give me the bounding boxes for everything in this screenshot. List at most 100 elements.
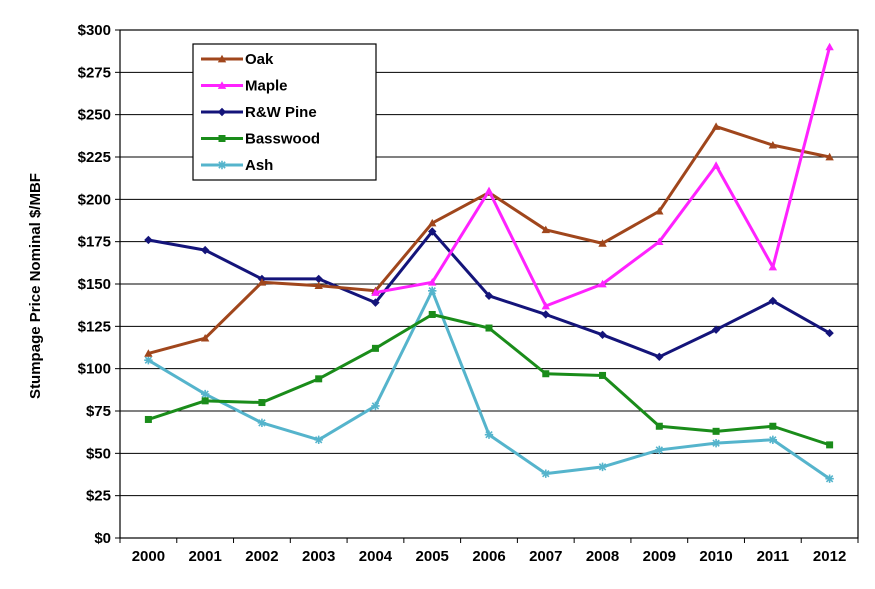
legend-swatch-marker (217, 160, 227, 170)
data-point-ash (711, 438, 721, 448)
data-point-basswood (485, 324, 493, 332)
data-point-oak (711, 122, 721, 130)
series-ash (144, 286, 834, 483)
data-point-r-w-pine (825, 328, 834, 338)
data-point-ash (768, 435, 778, 444)
data-point-oak (655, 206, 664, 215)
legend-entry-maple: Maple (201, 78, 288, 95)
legend-swatch-marker (218, 135, 226, 142)
x-tick-label: 2011 (757, 548, 790, 565)
data-point-oak (144, 349, 153, 357)
y-tick-label: $175 (78, 234, 111, 251)
data-point-maple (428, 278, 437, 286)
data-point-maple (541, 301, 550, 310)
y-tick-label: $100 (78, 361, 111, 378)
x-tick-label: 2001 (188, 548, 221, 565)
legend-swatch-marker (217, 107, 227, 117)
data-point-r-w-pine (541, 310, 550, 319)
data-point-r-w-pine (144, 235, 153, 245)
legend-label: Maple (245, 78, 288, 95)
data-point-basswood (428, 310, 436, 318)
data-point-r-w-pine (200, 245, 210, 255)
data-point-ash (371, 401, 380, 411)
legend: Oak Maple R&W Pine Basswood Ash (192, 43, 377, 181)
data-point-oak (257, 278, 267, 286)
data-point-ash (484, 430, 494, 439)
data-point-ash (200, 389, 210, 399)
data-point-oak (541, 225, 550, 234)
legend-label: R&W Pine (245, 104, 317, 121)
x-tick-label: 2008 (586, 548, 619, 565)
x-tick-label: 2010 (699, 548, 732, 565)
data-point-ash (257, 418, 267, 428)
data-point-basswood (655, 422, 663, 430)
series-basswood (144, 310, 834, 449)
data-point-oak (598, 239, 607, 247)
y-tick-label: $25 (86, 488, 111, 505)
legend-entry-ash: Ash (201, 157, 273, 174)
x-tick-label: 2007 (529, 548, 562, 565)
data-point-ash (825, 474, 834, 483)
data-point-basswood (712, 427, 720, 435)
data-point-basswood (371, 344, 379, 352)
legend-swatch-marker (217, 81, 227, 89)
data-point-r-w-pine (598, 330, 607, 339)
data-point-ash (428, 286, 437, 295)
series-maple (371, 42, 834, 310)
y-tick-label: $250 (78, 107, 111, 124)
data-point-r-w-pine (768, 296, 778, 306)
data-point-basswood (258, 399, 266, 407)
data-point-basswood (201, 397, 209, 405)
data-point-basswood (144, 415, 152, 423)
legend-swatch-marker (217, 54, 227, 63)
y-tick-label: $75 (86, 403, 111, 420)
data-point-maple (825, 42, 834, 51)
x-tick-label: 2005 (416, 548, 449, 565)
data-point-ash (598, 462, 607, 472)
data-point-r-w-pine (484, 291, 494, 301)
data-point-ash (655, 445, 664, 455)
data-point-maple (711, 161, 721, 169)
legend-label: Ash (245, 157, 273, 174)
data-point-ash (144, 356, 153, 365)
series-line-maple (375, 46, 832, 308)
data-point-r-w-pine (655, 352, 664, 362)
data-point-maple (484, 186, 494, 195)
legend-label: Oak (245, 51, 274, 68)
data-point-maple (655, 237, 664, 246)
x-tick-label: 2009 (643, 548, 676, 565)
legend-entry-r-w-pine: R&W Pine (201, 104, 317, 121)
series-line-basswood (147, 312, 831, 447)
x-tick-label: 2002 (245, 548, 278, 565)
data-point-maple (371, 288, 380, 296)
data-point-oak (768, 140, 778, 149)
data-point-basswood (315, 375, 323, 383)
data-point-r-w-pine (371, 298, 380, 307)
x-tick-label: 2004 (359, 548, 393, 565)
y-tick-label: $0 (94, 530, 111, 547)
legend-label: Basswood (245, 131, 320, 148)
axis-layer: $0 $25 $50 $75 $100 $125 $150 $175 $200 $225 $250 $… (78, 22, 859, 565)
data-point-ash (314, 435, 323, 444)
x-tick-label: 2003 (302, 548, 335, 565)
series-line-ash (147, 289, 831, 480)
series-r-w-pine (144, 227, 834, 362)
y-tick-label: $50 (86, 445, 111, 462)
data-point-oak (200, 333, 210, 342)
x-tick-label: 2012 (813, 548, 846, 565)
series-layer (144, 42, 834, 483)
y-tick-label: $300 (78, 22, 111, 39)
data-point-ash (541, 469, 550, 478)
data-point-basswood (769, 422, 777, 430)
data-point-r-w-pine (711, 325, 721, 334)
data-point-oak (428, 218, 437, 227)
x-tick-label: 2000 (132, 548, 165, 565)
y-tick-label: $275 (78, 64, 111, 81)
y-tick-label: $200 (78, 191, 111, 208)
legend-entry-oak: Oak (201, 51, 274, 68)
data-point-maple (768, 262, 778, 271)
data-point-oak (314, 281, 323, 290)
data-point-basswood (826, 441, 834, 449)
